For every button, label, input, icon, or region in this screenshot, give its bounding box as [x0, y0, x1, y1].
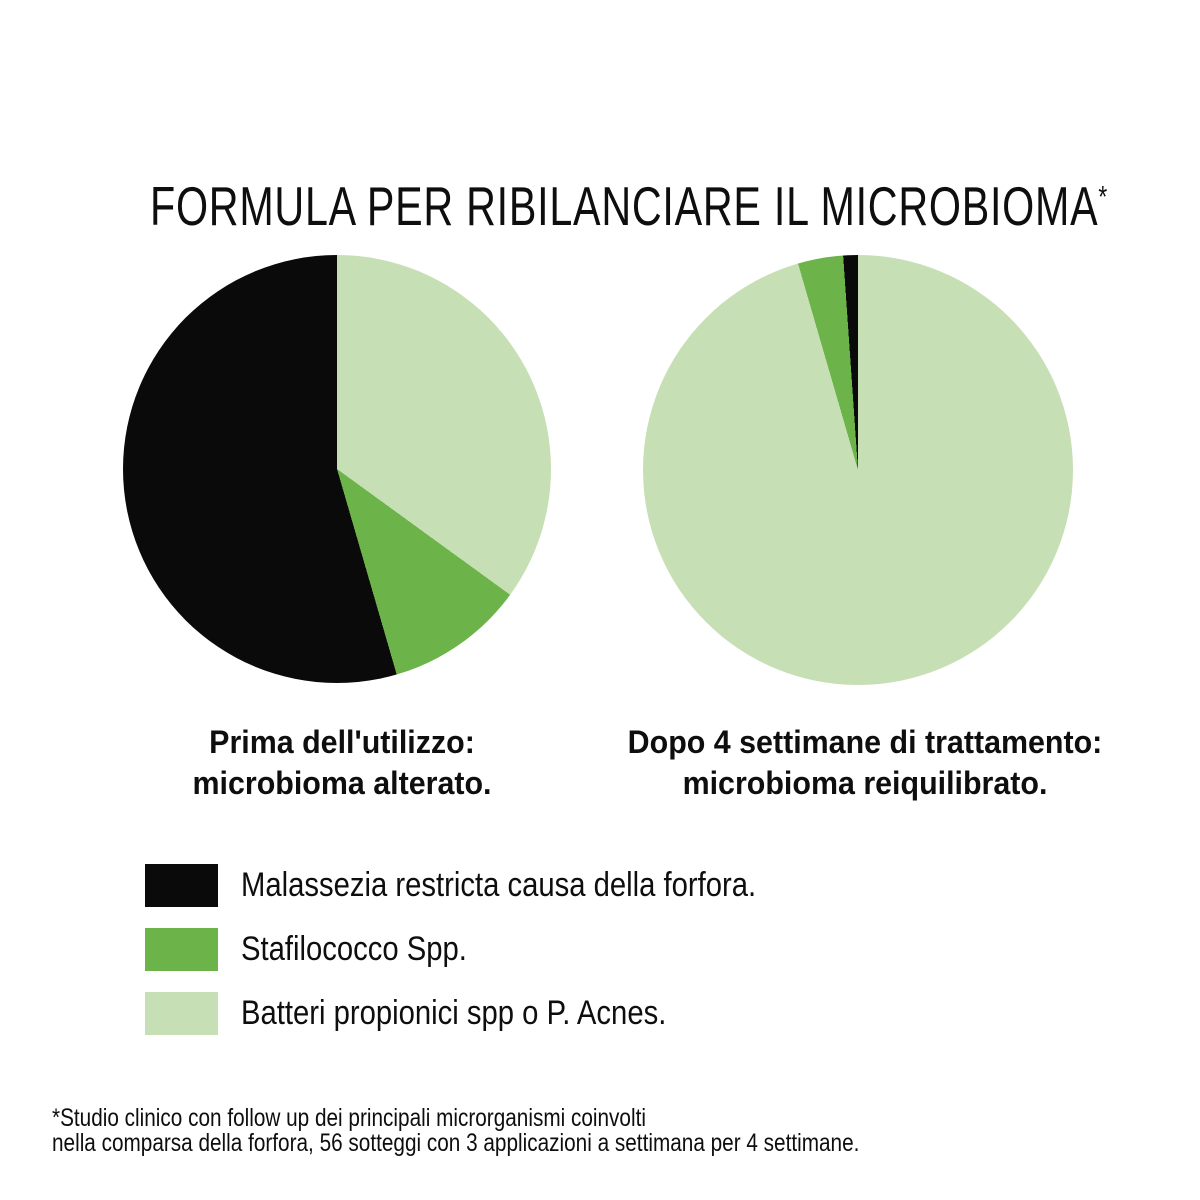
- legend-label-propionici: Batteri propionici spp o P. Acnes.: [241, 994, 667, 1032]
- pie-caption-before-line1: Prima dell'utilizzo:: [209, 724, 475, 760]
- legend-swatch-propionici: [145, 992, 218, 1035]
- legend-swatch-stafilococco: [145, 928, 218, 971]
- pie-caption-before-line2: microbioma alterato.: [192, 765, 492, 801]
- title-footnote-marker: *: [1098, 180, 1108, 214]
- legend-label-malassezia: Malassezia restricta causa della forfora…: [241, 866, 757, 904]
- page-title: FORMULA PER RIBILANCIARE IL MICROBIOMA*: [150, 174, 1107, 238]
- pie-caption-after: Dopo 4 settimane di trattamento: microbi…: [571, 722, 1160, 804]
- pie-caption-after-line1: Dopo 4 settimane di trattamento:: [627, 724, 1103, 760]
- legend-item-stafilococco: Stafilococco Spp.: [145, 928, 840, 971]
- footnote-line2: nella comparsa della forfora, 56 sottegg…: [52, 1129, 860, 1157]
- legend: Malassezia restricta causa della forfora…: [145, 864, 840, 1056]
- legend-item-propionici: Batteri propionici spp o P. Acnes.: [145, 992, 840, 1035]
- pie-chart-before-treatment: [123, 255, 551, 683]
- legend-item-malassezia: Malassezia restricta causa della forfora…: [145, 864, 840, 907]
- legend-label-stafilococco: Stafilococco Spp.: [241, 930, 467, 968]
- pie-caption-before: Prima dell'utilizzo: microbioma alterato…: [48, 722, 637, 804]
- pie-caption-after-line2: microbioma reiquilibrato.: [682, 765, 1048, 801]
- page-title-text: FORMULA PER RIBILANCIARE IL MICROBIOMA: [150, 174, 1099, 237]
- footnote: *Studio clinico con follow up dei princi…: [52, 1106, 859, 1156]
- legend-swatch-malassezia: [145, 864, 218, 907]
- pie-chart-after-treatment: [643, 255, 1073, 685]
- footnote-line1: *Studio clinico con follow up dei princi…: [52, 1104, 646, 1132]
